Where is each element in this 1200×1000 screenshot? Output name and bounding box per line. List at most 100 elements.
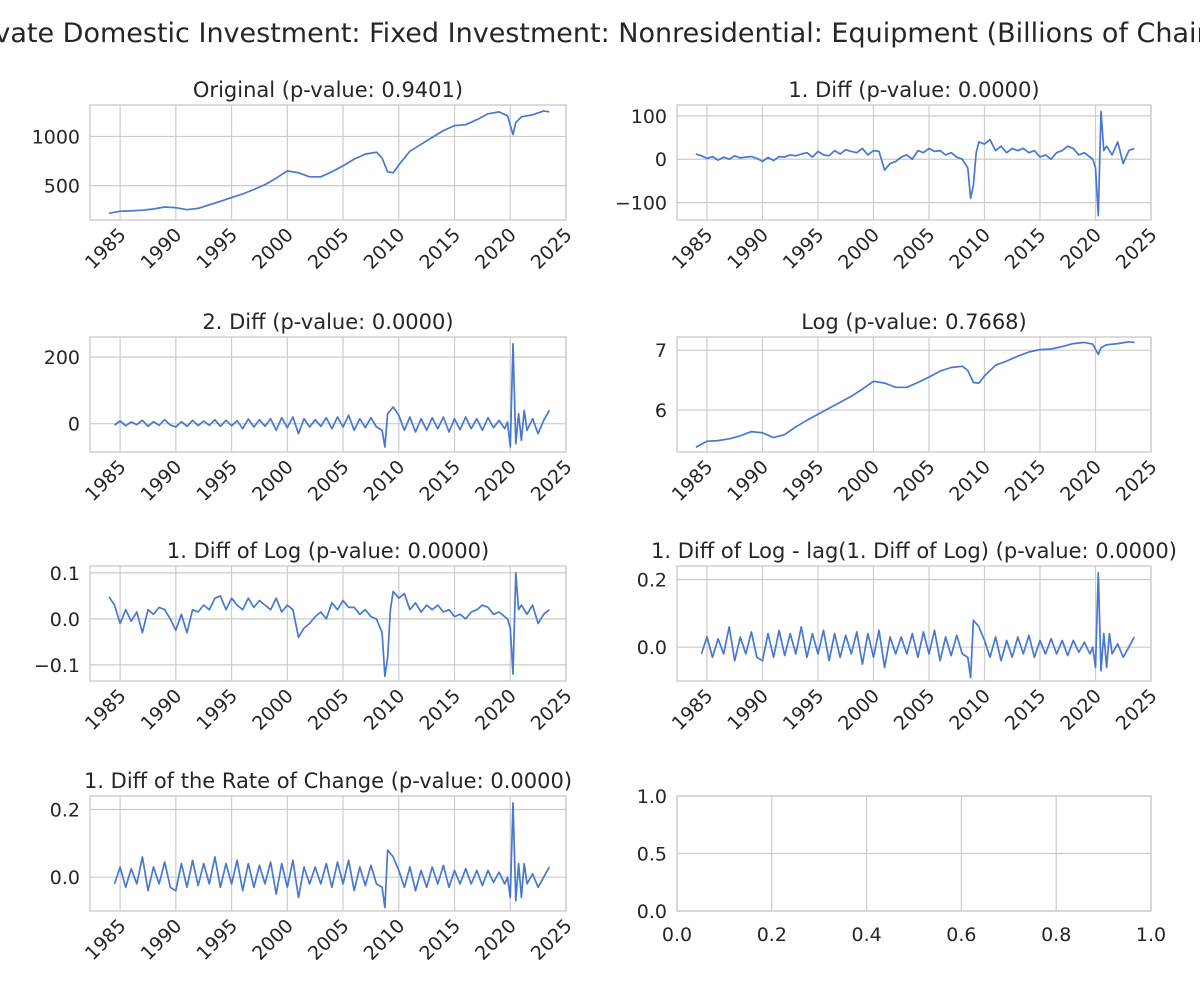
x-tick-label: 2000: [834, 224, 884, 274]
axes-frame: [89, 104, 567, 221]
y-tick-label: 1.0: [637, 786, 667, 808]
x-tick-label: 2000: [248, 685, 298, 735]
x-tick-label: 2025: [1112, 456, 1162, 506]
x-tick-label: 2015: [1001, 224, 1051, 274]
y-tick-label: −100: [615, 193, 667, 215]
y-tick-label: 0.0: [637, 637, 667, 659]
x-tick-label: 1990: [137, 915, 187, 965]
x-tick-label: 2020: [471, 224, 521, 274]
x-tick-label: 1990: [137, 456, 187, 506]
subplot-8: 0.0 0.5 1.0 0.0 0.2 0.4 0.6 0.8 1.0: [637, 786, 1166, 946]
x-tick-label: 1990: [137, 685, 187, 735]
x-tick-label: 2025: [527, 456, 577, 506]
x-tick-label: 1990: [723, 224, 773, 274]
x-tick-label: 1995: [779, 456, 829, 506]
axes-frame: [89, 795, 567, 912]
x-tick-label: 2000: [834, 685, 884, 735]
x-tick-label: 2000: [834, 456, 884, 506]
x-tick-label: 0.0: [662, 924, 692, 946]
y-tick-label: 100: [631, 106, 667, 128]
y-tick-label: 0.2: [637, 570, 667, 592]
x-tick-label: 2015: [1001, 456, 1051, 506]
x-tick-label: 1985: [81, 456, 131, 506]
x-tick-label: 1990: [137, 224, 187, 274]
axes-frame: [89, 565, 567, 682]
series-line: [108, 110, 550, 215]
x-tick-label: 1985: [668, 224, 718, 274]
subplot-3: 2. Diff (p-value: 0.0000) 0 200 1985 1990 199…: [44, 310, 577, 506]
x-tick-label: 0.6: [946, 924, 976, 946]
x-tick-label: 1990: [723, 456, 773, 506]
x-tick-label: 1985: [81, 224, 131, 274]
x-tick-label: 2025: [527, 224, 577, 274]
y-tick-label: 0.0: [637, 901, 667, 923]
y-tick-label: 500: [44, 176, 80, 198]
x-tick-label: 2025: [527, 915, 577, 965]
x-tick-label: 2015: [1001, 685, 1051, 735]
series-line: [108, 572, 550, 678]
x-tick-label: 2010: [360, 224, 410, 274]
x-tick-label: 0.8: [1041, 924, 1071, 946]
x-tick-label: 2020: [1056, 456, 1106, 506]
x-tick-label: 2010: [360, 915, 410, 965]
x-tick-label: 1995: [192, 915, 242, 965]
x-tick-label: 2000: [248, 456, 298, 506]
x-tick-label: 1995: [779, 224, 829, 274]
x-tick-label: 2025: [527, 685, 577, 735]
x-tick-label: 2005: [304, 685, 354, 735]
x-tick-label: 1995: [192, 224, 242, 274]
x-tick-label: 1990: [723, 685, 773, 735]
subplot-title: Original (p-value: 0.9401): [193, 78, 463, 102]
x-tick-label: 0.2: [757, 924, 787, 946]
x-tick-label: 0.4: [851, 924, 881, 946]
axes-frame: [676, 795, 1152, 912]
x-tick-label: 2010: [360, 685, 410, 735]
x-tick-label: 2005: [304, 456, 354, 506]
x-tick-label: 2010: [360, 456, 410, 506]
x-tick-label: 1995: [192, 685, 242, 735]
y-tick-label: 0.1: [50, 563, 80, 585]
x-tick-label: 2015: [415, 685, 465, 735]
x-tick-label: 2015: [415, 456, 465, 506]
x-tick-label: 2015: [415, 224, 465, 274]
x-tick-label: 2020: [471, 685, 521, 735]
x-tick-label: 1985: [668, 685, 718, 735]
y-tick-label: −0.1: [34, 655, 80, 677]
y-tick-label: 0: [68, 414, 80, 436]
subplot-title: 1. Diff (p-value: 0.0000): [788, 78, 1039, 102]
y-tick-label: 200: [44, 347, 80, 369]
series-line: [700, 571, 1136, 679]
x-tick-label: 2005: [890, 456, 940, 506]
axes-frame: [676, 336, 1152, 453]
x-tick-label: 1985: [81, 915, 131, 965]
figure-suptitle: Gross Private Domestic Investment: Fixed…: [0, 18, 1200, 49]
x-tick-label: 2005: [304, 915, 354, 965]
x-tick-label: 1.0: [1136, 924, 1166, 946]
series-line: [114, 342, 551, 448]
subplot-title: 1. Diff of the Rate of Change (p-value: …: [84, 769, 572, 793]
subplot-title: Log (p-value: 0.7668): [801, 310, 1027, 334]
x-tick-label: 2025: [1112, 685, 1162, 735]
x-tick-label: 2020: [1056, 224, 1106, 274]
subplot-7: 1. Diff of the Rate of Change (p-value: …: [50, 769, 577, 965]
x-tick-label: 2020: [1056, 685, 1106, 735]
y-tick-label: 0.0: [50, 867, 80, 889]
x-tick-label: 2020: [471, 456, 521, 506]
x-tick-label: 2015: [415, 915, 465, 965]
x-tick-label: 2020: [471, 915, 521, 965]
x-tick-label: 1995: [192, 456, 242, 506]
subplot-title: 1. Diff of Log - lag(1. Diff of Log) (p-…: [651, 539, 1177, 563]
subplot-5: 1. Diff of Log (p-value: 0.0000) −0.1 0.0 0…: [34, 539, 577, 735]
y-tick-label: 1000: [32, 126, 80, 148]
x-tick-label: 1995: [779, 685, 829, 735]
y-tick-label: 0.0: [50, 609, 80, 631]
x-tick-label: 2010: [945, 224, 995, 274]
x-tick-label: 2005: [304, 224, 354, 274]
x-tick-label: 2010: [945, 456, 995, 506]
y-tick-label: 0.2: [50, 800, 80, 822]
